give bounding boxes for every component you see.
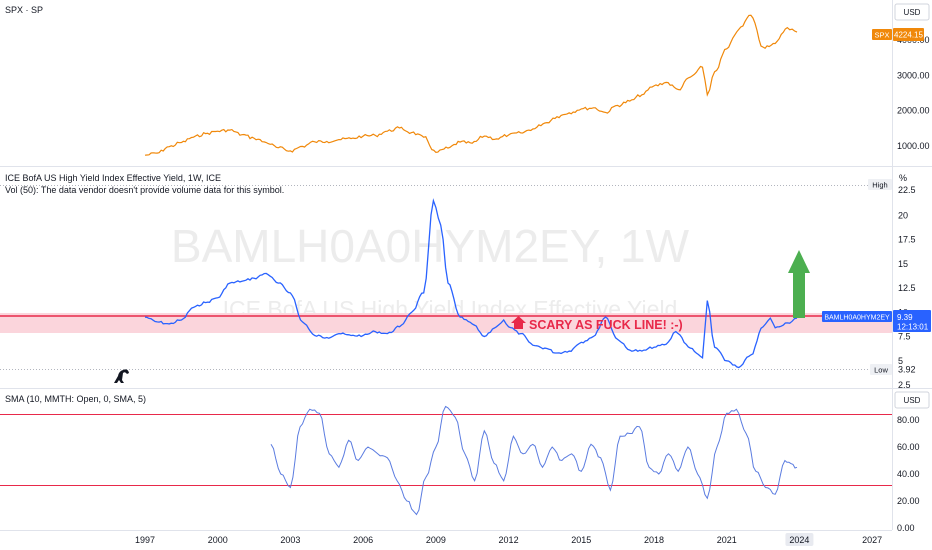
- dino-icon: [114, 369, 129, 383]
- spx-axis-tick: 1000.00: [897, 141, 930, 151]
- yield-axis-tick: 20: [898, 210, 908, 220]
- year-label: 2012: [499, 535, 519, 545]
- year-label: 2027: [862, 535, 882, 545]
- sma-axis-tick: 80.00: [897, 415, 920, 425]
- year-label: 2024: [789, 535, 809, 545]
- green-up-arrow-icon[interactable]: [788, 250, 810, 318]
- low-value: 3.92: [898, 365, 916, 375]
- scale-mode-toggle[interactable]: %: [899, 173, 907, 183]
- yield-axis-tick: 2.5: [898, 380, 911, 390]
- red-up-arrow-icon: [511, 316, 526, 329]
- spx-price-line: [144, 14, 798, 156]
- spx-price-tag: SPX 4224.15: [872, 28, 924, 41]
- high-value: 22.5: [898, 185, 916, 195]
- spx-axis-tick: 2000.00: [897, 106, 930, 116]
- sma-pane-title: SMA (10, MMTH: Open, 0, SMA, 5): [5, 394, 146, 404]
- low-marker: Low 3.92: [870, 364, 916, 375]
- scary-annotation[interactable]: SCARY AS FUCK LINE! :-): [511, 316, 683, 332]
- current-year-highlight: [785, 533, 814, 546]
- sma-axis-tick: 60.00: [897, 442, 920, 452]
- yield-tag-symbol: BAMLH0A0HYM2EY: [824, 315, 890, 322]
- yield-axis-tick: 12.5: [898, 283, 916, 293]
- yield-tag-countdown: 12:13:01: [897, 323, 929, 332]
- yield-axis-tick: 15: [898, 259, 908, 269]
- sma-currency-button[interactable]: USD: [894, 391, 930, 409]
- yield-price-tag: BAMLH0A0HYM2EY 9.39 12:13:01: [822, 310, 931, 332]
- sma-currency-label: USD: [904, 396, 921, 405]
- year-label: 2009: [426, 535, 446, 545]
- yield-pane-title: ICE BofA US High Yield Index Effective Y…: [5, 173, 221, 183]
- yield-axis-tick: 17.5: [898, 235, 916, 245]
- spx-pane-title: SPX · SP: [5, 5, 43, 15]
- year-label: 1997: [135, 535, 155, 545]
- sma-axis-tick: 40.00: [897, 469, 920, 479]
- scary-line-band: [0, 313, 892, 333]
- year-label: 2021: [717, 535, 737, 545]
- low-label: Low: [874, 366, 888, 375]
- time-axis: 1997 2000 2003 2006 2009 2012 2015 2018 2021 2024…: [135, 533, 882, 546]
- sma-axis-tick: 20.00: [897, 496, 920, 506]
- spx-currency-button[interactable]: USD: [894, 3, 930, 21]
- sma-line: [270, 405, 798, 516]
- sma-axis-ticks: 80.00 60.00 40.00 20.00 0.00: [897, 415, 920, 533]
- spx-axis-tick: 3000.00: [897, 70, 930, 80]
- yield-axis-tick: 7.5: [898, 332, 911, 342]
- spx-currency-label: USD: [904, 8, 921, 17]
- high-marker: High 22.5: [868, 179, 916, 195]
- year-label: 2003: [280, 535, 300, 545]
- sma-axis-tick: 0.00: [897, 523, 915, 533]
- yield-axis-tick: 5: [898, 356, 903, 366]
- yield-line: [144, 198, 798, 369]
- spx-tag-value: 4224.15: [894, 31, 923, 40]
- year-label: 2018: [644, 535, 664, 545]
- high-label: High: [872, 181, 887, 190]
- year-label: 2015: [571, 535, 591, 545]
- yield-tag-value: 9.39: [897, 313, 913, 322]
- year-label: 2000: [208, 535, 228, 545]
- scary-annotation-text: SCARY AS FUCK LINE! :-): [529, 318, 683, 332]
- year-label: 2006: [353, 535, 373, 545]
- spx-tag-name: SPX: [874, 31, 889, 40]
- volume-note: Vol (50): The data vendor doesn't provid…: [5, 185, 284, 195]
